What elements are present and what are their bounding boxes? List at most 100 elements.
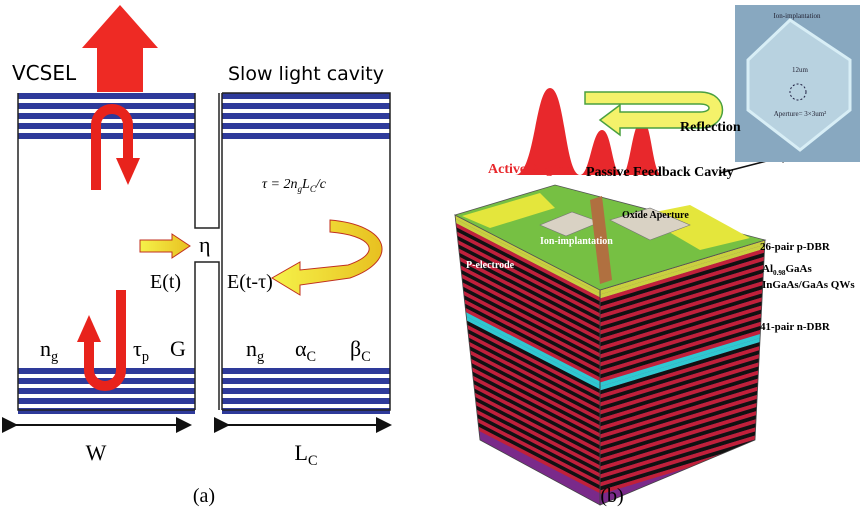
stack-layer [455,232,600,316]
output-arrow [82,5,158,92]
field-in: E(t) [150,271,181,293]
stack-layer [455,228,600,312]
stack-layer [600,351,765,408]
stack-layer [455,344,600,428]
stack-layer [455,304,600,388]
stack-layer [455,400,600,484]
coupling-label: η [199,232,211,257]
text-part: τ [133,336,142,361]
stack-layer [455,316,600,400]
dbr-layer [18,123,195,129]
text-part: β [350,336,361,361]
stack-layer [455,348,600,432]
stack-layer [455,376,600,460]
dbr-layer [18,368,195,374]
dbr-layer [18,388,195,394]
stack-layer [455,216,600,300]
dbr-layer [222,388,390,394]
formula-sub: C [310,184,317,194]
text-part: C [361,349,371,365]
stack-layer [455,328,600,412]
stack-layer [600,247,765,304]
stack-layer [455,384,600,468]
dbr-layer [222,113,390,119]
n-dbr-label: 41-pair n-DBR [760,321,831,333]
stack-layer [455,380,600,464]
stack-layer [600,391,765,448]
stack-layer [600,287,765,344]
stack-layer [600,411,765,468]
text-part: n [246,336,257,361]
algaas-label: Al0.98GaAs [762,263,813,277]
u-turn-arrow [91,104,133,190]
stack-layer [600,427,765,484]
stack-layer [600,387,765,444]
text-part: g [257,349,264,365]
stack-layer [600,359,765,416]
stack-layer [600,240,765,296]
dbr-layer [222,103,390,109]
cavity-outline [17,92,391,411]
p-dbr-label: 26-pair p-DBR [760,241,831,253]
qw-label: InGaAs/GaAs QWs [762,279,855,291]
stack-layer [455,396,600,480]
stack-layer [600,291,765,348]
stack-layer [455,292,600,376]
stack-layer [600,403,765,460]
text-part: Al [762,263,773,275]
stack-layer [600,255,765,312]
stack-layer [455,360,600,444]
stack-layer [600,375,765,432]
dbr-layer [222,133,390,139]
stack-layer [600,371,765,428]
stack-layer [600,395,765,452]
text-part: C [307,349,317,365]
stack-layer [455,280,600,364]
delay-formula: τ = 2ngLC/c [262,177,327,194]
stack-layer [600,267,765,324]
stack-layer [455,272,600,356]
stack-layer [600,343,765,400]
dbr-layer [18,93,195,99]
loss-label: αC [295,336,316,365]
stack-layer [600,243,765,300]
stack-layer [455,392,600,476]
stack-layer [600,431,765,488]
cavity-label: Slow light cavity [228,63,384,85]
stack-layer [600,303,765,360]
stack-layer [455,264,600,348]
stack-layer [455,368,600,452]
stack-layer [600,275,765,332]
stack-layer [455,364,600,448]
dbr-layer [18,133,195,139]
stack-layer [600,347,765,404]
stack-layer [455,248,600,332]
coupling-factor: βC [350,336,371,365]
stack-layer [455,215,600,296]
stack-layer [600,315,765,372]
stack-layer [455,240,600,324]
stack-layer [455,420,600,504]
layer-stack [454,214,766,506]
dbr-layer [222,93,390,99]
stack-layer [600,331,765,388]
stack-layer [600,435,765,492]
stack-layer [600,263,765,320]
stack-layer [455,332,600,416]
text-part: GaAs [786,263,813,275]
dbr-layer [222,123,390,129]
group-index: ng [40,336,58,365]
panel-b: Ion-implantation 12um Aperture= 3×3um² R… [453,5,860,507]
stack-layer [455,236,600,320]
inset-aperture [789,83,807,101]
dbr-layer [18,408,195,414]
dbr-layer [222,368,390,374]
stack-layer [455,224,600,308]
arrow-head [77,315,101,342]
stack-layer [600,279,765,336]
stack-layer [455,352,600,436]
width-label: W [86,440,107,465]
right-face [600,240,765,505]
u-turn-arrow [84,290,126,391]
text-part: L [295,440,308,465]
